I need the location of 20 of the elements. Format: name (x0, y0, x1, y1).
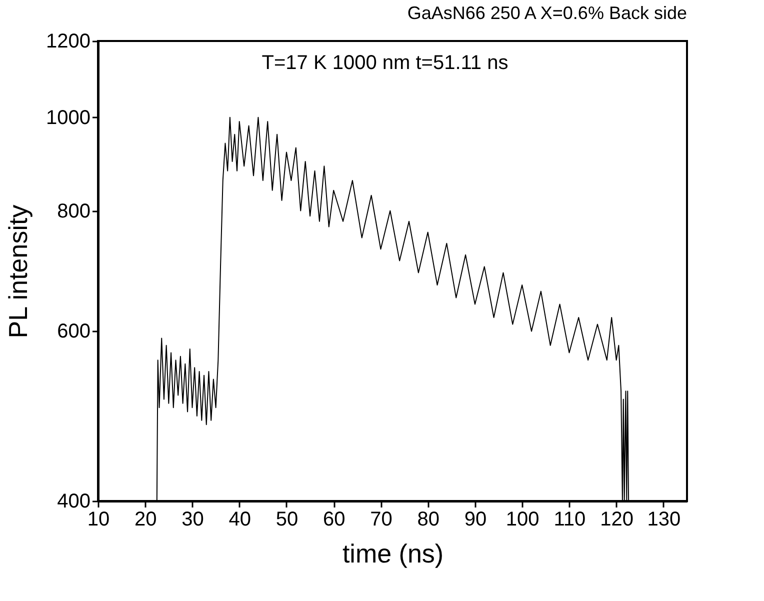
x-tick-label: 80 (417, 508, 440, 530)
x-tick-label: 100 (506, 508, 540, 530)
y-tick-label: 600 (57, 320, 90, 343)
x-tick-label: 60 (322, 508, 346, 530)
annotation: T=17 K 1000 nm t=51.11 ns (262, 52, 508, 74)
x-tick-label: 90 (464, 508, 487, 530)
x-tick-label: 20 (134, 508, 157, 530)
x-tick-label: 40 (228, 508, 251, 530)
x-tick-label: 30 (182, 508, 204, 530)
y-tick-label: 1000 (46, 106, 90, 129)
y-tick-label: 800 (57, 200, 90, 222)
chart-title: GaAsN66 250 A X=0.6% Back side (407, 3, 687, 23)
y-axis-title: PL intensity (3, 204, 34, 338)
x-tick-label: 120 (600, 508, 634, 530)
x-axis-title: time (ns) (342, 538, 444, 568)
x-tick-label: 130 (647, 508, 681, 530)
x-tick-label: 70 (370, 508, 392, 530)
x-tick-label: 50 (276, 508, 298, 530)
x-tick-label: 110 (554, 508, 586, 530)
y-tick-label: 1200 (46, 30, 90, 52)
